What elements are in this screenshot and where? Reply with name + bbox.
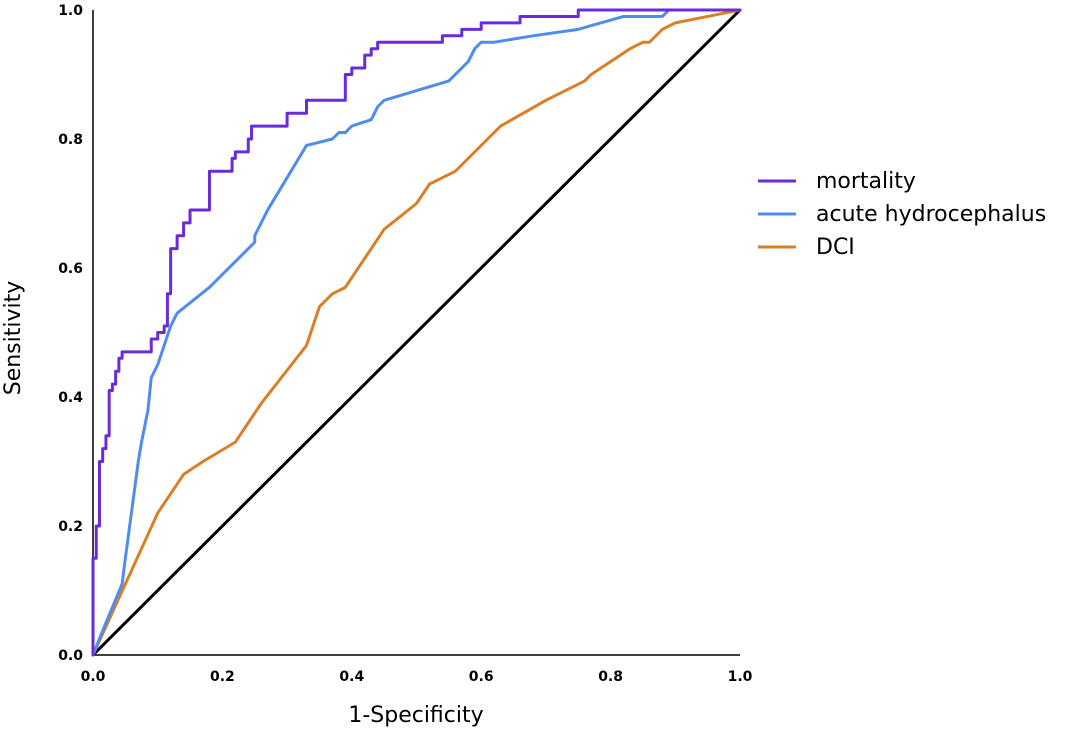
y-tick-label: 0.8 <box>58 132 83 148</box>
y-axis-title: Sensitivity <box>1 281 26 396</box>
x-tick-label: 0.0 <box>81 669 106 685</box>
y-tick-labels: 0.0 0.2 0.4 0.6 0.8 1.0 <box>58 3 83 664</box>
y-tick-label: 0.2 <box>58 519 83 535</box>
x-tick-label: 0.8 <box>598 669 623 685</box>
x-tick-label: 0.2 <box>210 669 235 685</box>
x-tick-label: 0.4 <box>339 669 364 685</box>
legend-label-mortality: mortality <box>816 169 916 194</box>
x-tick-label: 1.0 <box>728 669 753 685</box>
reference-diagonal-line <box>91 8 742 657</box>
y-tick-label: 0.6 <box>58 261 83 277</box>
legend-label-dci: DCI <box>816 235 855 260</box>
x-tick-labels: 0.0 0.2 0.4 0.6 0.8 1.0 <box>81 669 753 685</box>
series-line-mortality <box>91 8 742 657</box>
legend: mortality acute hydrocephalus DCI <box>758 169 1046 260</box>
x-tick-label: 0.6 <box>469 669 494 685</box>
y-tick-label: 0.0 <box>58 648 83 664</box>
series-line-acute-hydrocephalus <box>91 8 742 657</box>
series-lines <box>91 8 742 657</box>
series-line-dci <box>91 8 742 657</box>
axes <box>92 10 740 656</box>
y-tick-label: 1.0 <box>58 3 83 19</box>
y-tick-label: 0.4 <box>58 390 83 406</box>
x-axis-title: 1-Specificity <box>348 703 483 728</box>
legend-label-acute-hydrocephalus: acute hydrocephalus <box>816 202 1046 227</box>
